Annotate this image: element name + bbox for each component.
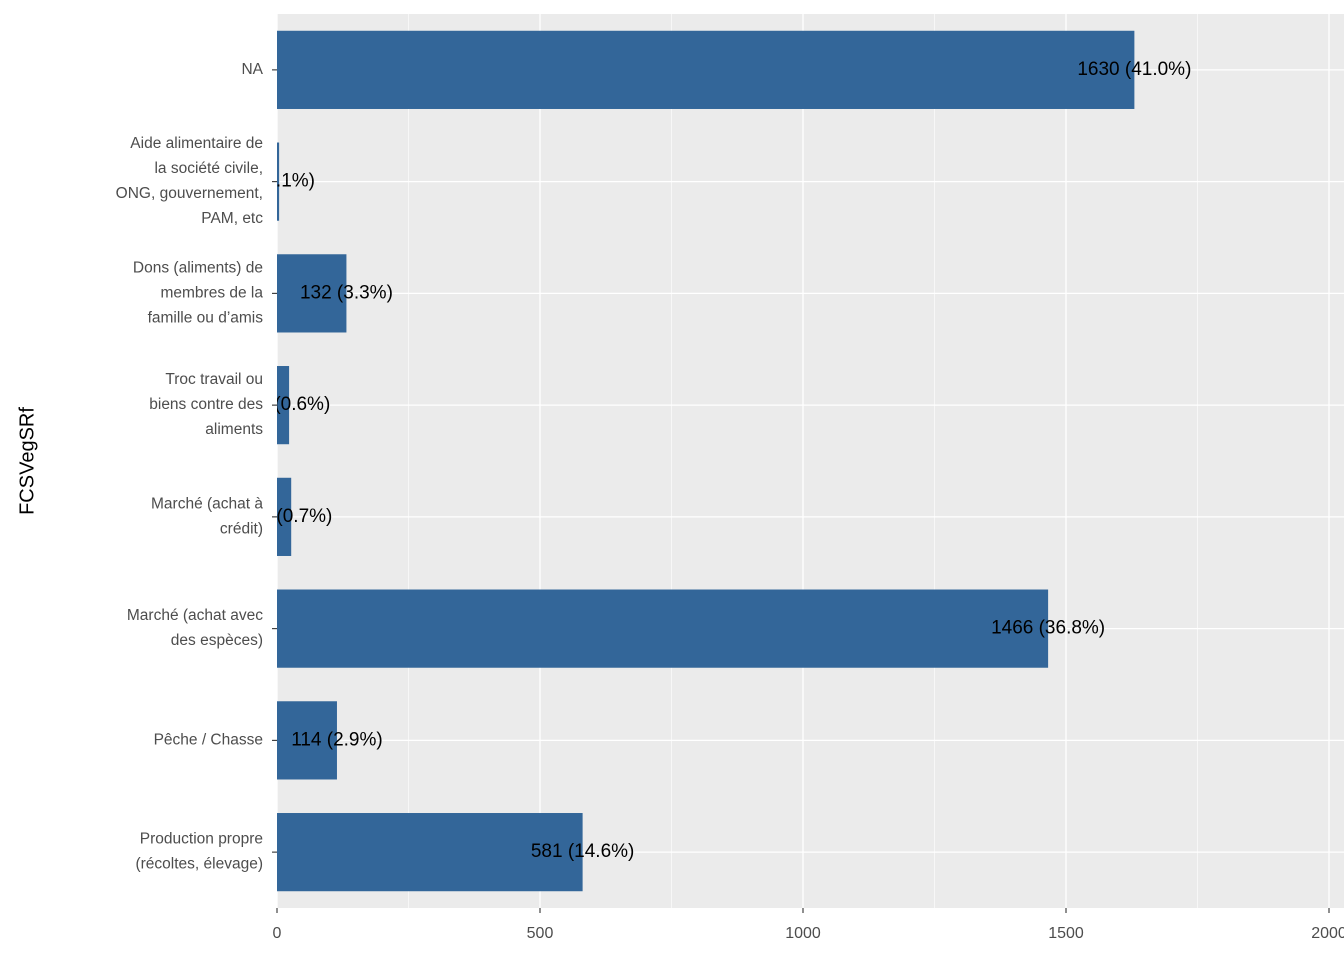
y-axis-title: FCSVegSRf: [16, 407, 38, 515]
bar: [277, 813, 583, 892]
bar: [277, 142, 280, 221]
bar: [277, 589, 1049, 668]
panel: [277, 14, 1344, 908]
x-tick-label: 1000: [785, 925, 821, 942]
value-label: 27 (0.7%): [250, 506, 332, 527]
value-label: 581 (14.6%): [531, 841, 635, 862]
bar: [277, 254, 347, 333]
grid: [276, 14, 1344, 908]
bar: [277, 366, 290, 445]
value-label: 1630 (41.0%): [1077, 59, 1191, 80]
value-label: 1466 (36.8%): [991, 618, 1105, 639]
value-label: 132 (3.3%): [300, 282, 393, 303]
y-tick-label: Aide alimentaire de la société civile, ONG…: [116, 135, 264, 227]
value-label: 23 (0.6%): [248, 394, 330, 415]
bar: [277, 477, 292, 556]
value-label: 114 (2.9%): [291, 729, 383, 750]
axes: 0 500 1000 1500 2000 NA Aide alimentaire de la …: [116, 61, 1344, 942]
x-tick-label: 2000: [1311, 925, 1344, 942]
y-tick-label: Marché (achat à crédit): [151, 495, 263, 537]
x-tick-label: 1500: [1048, 925, 1084, 942]
x-tick-label: 0: [273, 925, 282, 942]
y-tick-label: Pêche / Chasse: [154, 731, 263, 748]
y-tick-label: Production propre (récoltes, élevage): [135, 831, 263, 873]
y-tick-label: Troc travail ou biens contre des aliments: [149, 371, 263, 438]
bar: [277, 701, 337, 780]
y-tick-label: NA: [241, 61, 263, 78]
x-tick-label: 500: [527, 925, 554, 942]
value-labels: 1630 (41.0%) 4 (0.1%) 132 (3.3%) 23 (0.6%) 2…: [243, 59, 1191, 862]
bar: [277, 30, 1135, 109]
value-label: 4 (0.1%): [243, 171, 315, 192]
bars: [277, 30, 1135, 892]
y-tick-label: Marché (achat avec des espèces): [127, 607, 263, 649]
y-tick-label: Dons (aliments) de membres de la famille o…: [133, 259, 263, 326]
